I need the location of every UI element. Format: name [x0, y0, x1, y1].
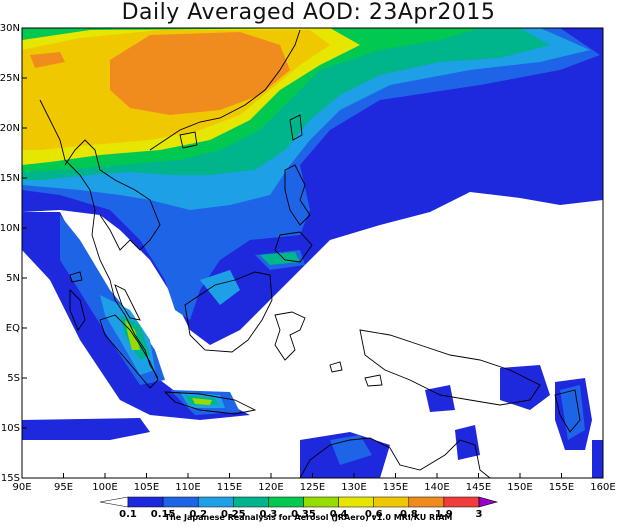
lon-tick-label: 145E: [466, 482, 491, 493]
colorbar-swatch: [408, 496, 445, 508]
colorbar-label: 0.35: [291, 509, 316, 520]
colorbar-label: 0.2: [189, 509, 207, 520]
lon-tick-label: 115E: [217, 482, 242, 493]
colorbar: 0.1 0.15 0.2 0.25 0.3 0.35 0.4 0.6 0.8 1.9 3: [99, 496, 499, 520]
lon-tick-label: 110E: [175, 482, 200, 493]
lon-tick-label: 135E: [383, 482, 408, 493]
lon-tick-label: 95E: [54, 482, 73, 493]
colorbar-swatch: [303, 496, 339, 508]
colorbar-label: 0.25: [221, 509, 246, 520]
colorbar-swatch: [197, 496, 234, 508]
lat-tick-label: 15N: [0, 173, 20, 184]
colorbar-swatch: [268, 496, 304, 508]
lat-tick-label: EQ: [6, 323, 20, 334]
lat-tick-label: 5N: [6, 273, 20, 284]
lon-tick-label: 130E: [341, 482, 366, 493]
colorbar-above-range: [478, 496, 499, 508]
colorbar-below-range: [99, 496, 129, 508]
lon-tick-label: 125E: [300, 482, 325, 493]
colorbar-swatch: [127, 496, 164, 508]
longitude-axis: 90E 95E 100E 105E 110E 115E 120E 125E 130E 135E 14…: [12, 473, 616, 493]
colorbar-swatch: [373, 496, 410, 508]
lon-tick-label: 160E: [590, 482, 615, 493]
lon-tick-label: 105E: [134, 482, 159, 493]
lat-tick-label: 25N: [0, 73, 20, 84]
map-title: Daily Averaged AOD: 23Apr2015: [121, 0, 496, 25]
lat-tick-label: 30N: [0, 23, 20, 34]
colorbar-swatch: [443, 496, 480, 508]
colorbar-label: 0.4: [330, 509, 348, 520]
lon-tick-label: 140E: [424, 482, 449, 493]
lon-tick-label: 90E: [12, 482, 31, 493]
aod-field: [22, 28, 603, 478]
lat-tick-label: 15S: [1, 473, 20, 484]
lat-tick-label: 5S: [7, 373, 20, 384]
colorbar-label: 1.9: [435, 509, 453, 520]
colorbar-label: 0.3: [260, 509, 278, 520]
colorbar-label: 0.8: [400, 509, 418, 520]
colorbar-swatch: [233, 496, 269, 508]
colorbar-label: 0.6: [365, 509, 383, 520]
colorbar-label: 0.15: [151, 509, 176, 520]
lon-tick-label: 100E: [92, 482, 117, 493]
lon-tick-label: 120E: [258, 482, 283, 493]
lon-tick-label: 150E: [507, 482, 532, 493]
coastlines: [39, 29, 581, 478]
lon-tick-label: 155E: [549, 482, 574, 493]
colorbar-label: 3: [476, 509, 483, 520]
colorbar-swatch: [162, 496, 199, 508]
colorbar-label: 0.1: [119, 509, 137, 520]
lat-tick-label: 10N: [0, 223, 20, 234]
colorbar-swatch: [338, 496, 374, 508]
lat-tick-label: 20N: [0, 123, 20, 134]
latitude-axis: 30N 25N 20N 15N 10N 5N EQ 5S 10S 15S: [0, 23, 27, 484]
lat-tick-label: 10S: [1, 423, 20, 434]
credit-line: The Japanese Reanalysis for Aerosol (JRA…: [164, 513, 453, 522]
